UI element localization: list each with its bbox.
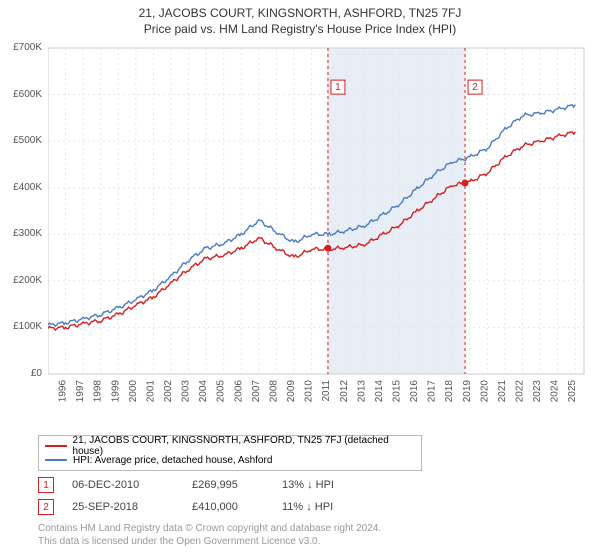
x-tick-label: 2002 bbox=[163, 380, 174, 403]
y-tick-label: £500K bbox=[13, 135, 42, 146]
footer-line1: Contains HM Land Registry data © Crown c… bbox=[38, 522, 381, 535]
event-delta: 11% ↓ HPI bbox=[282, 501, 392, 513]
x-tick-label: 2021 bbox=[497, 380, 508, 403]
y-tick-label: £600K bbox=[13, 89, 42, 100]
x-tick-label: 2022 bbox=[514, 380, 525, 403]
y-axis-labels: £0£100K£200K£300K£400K£500K£600K£700K bbox=[0, 44, 46, 370]
event-badge-1: 1 bbox=[335, 82, 341, 93]
x-tick-label: 1996 bbox=[58, 380, 69, 403]
legend: 21, JACOBS COURT, KINGSNORTH, ASHFORD, T… bbox=[38, 435, 422, 471]
y-tick-label: £200K bbox=[13, 275, 42, 286]
x-tick-label: 1995 bbox=[48, 380, 51, 403]
y-tick-label: £700K bbox=[13, 42, 42, 53]
y-tick-label: £300K bbox=[13, 228, 42, 239]
x-tick-label: 2025 bbox=[567, 380, 578, 403]
x-tick-label: 2009 bbox=[286, 380, 297, 403]
x-tick-label: 2010 bbox=[304, 380, 315, 403]
x-tick-label: 2018 bbox=[444, 380, 455, 403]
footer-line2: This data is licensed under the Open Gov… bbox=[38, 535, 381, 548]
y-tick-label: £0 bbox=[31, 368, 42, 379]
events-table: 1 06-DEC-2010£269,99513% ↓ HPI 2 25-SEP-201… bbox=[38, 474, 392, 518]
event-date: 06-DEC-2010 bbox=[72, 479, 192, 491]
x-tick-label: 1997 bbox=[75, 380, 86, 403]
x-tick-label: 2019 bbox=[462, 380, 473, 403]
x-tick-label: 2017 bbox=[427, 380, 438, 403]
x-tick-label: 2015 bbox=[391, 380, 402, 403]
title-address: 21, JACOBS COURT, KINGSNORTH, ASHFORD, T… bbox=[0, 6, 600, 20]
title-subtitle: Price paid vs. HM Land Registry's House … bbox=[0, 22, 600, 36]
x-tick-label: 2001 bbox=[145, 380, 156, 403]
legend-swatch bbox=[45, 459, 67, 461]
x-tick-label: 1998 bbox=[93, 380, 104, 403]
event-price: £410,000 bbox=[192, 501, 282, 513]
legend-item: 21, JACOBS COURT, KINGSNORTH, ASHFORD, T… bbox=[45, 439, 415, 453]
x-tick-label: 2024 bbox=[550, 380, 561, 403]
x-tick-label: 2006 bbox=[233, 380, 244, 403]
chart-container: 21, JACOBS COURT, KINGSNORTH, ASHFORD, T… bbox=[0, 0, 600, 560]
x-tick-label: 2008 bbox=[268, 380, 279, 403]
event-badge: 2 bbox=[38, 499, 54, 515]
x-tick-label: 2000 bbox=[128, 380, 139, 403]
legend-swatch bbox=[45, 445, 67, 447]
event-delta: 13% ↓ HPI bbox=[282, 479, 392, 491]
x-tick-label: 2011 bbox=[321, 380, 332, 402]
event-date: 25-SEP-2018 bbox=[72, 501, 192, 513]
chart-svg: 1995 1996 1997 1998 1999 2000 2001 2002 2003 2004… bbox=[48, 44, 588, 414]
event-badge-2: 2 bbox=[472, 82, 478, 93]
x-tick-label: 2013 bbox=[356, 380, 367, 403]
event-price: £269,995 bbox=[192, 479, 282, 491]
x-tick-label: 2012 bbox=[339, 380, 350, 403]
x-tick-label: 2007 bbox=[251, 380, 262, 403]
event-row: 1 06-DEC-2010£269,99513% ↓ HPI bbox=[38, 474, 392, 496]
legend-label: HPI: Average price, detached house, Ashf… bbox=[73, 455, 272, 466]
x-tick-label: 1999 bbox=[110, 380, 121, 403]
x-tick-label: 2020 bbox=[479, 380, 490, 403]
x-tick-label: 2014 bbox=[374, 380, 385, 403]
x-tick-label: 2023 bbox=[532, 380, 543, 403]
event-badge: 1 bbox=[38, 477, 54, 493]
title-block: 21, JACOBS COURT, KINGSNORTH, ASHFORD, T… bbox=[0, 0, 600, 36]
x-tick-label: 2004 bbox=[198, 380, 209, 403]
x-tick-label: 2005 bbox=[216, 380, 227, 403]
y-tick-label: £400K bbox=[13, 182, 42, 193]
event-row: 2 25-SEP-2018£410,00011% ↓ HPI bbox=[38, 496, 392, 518]
y-tick-label: £100K bbox=[13, 321, 42, 332]
x-tick-label: 2016 bbox=[409, 380, 420, 403]
footer: Contains HM Land Registry data © Crown c… bbox=[38, 522, 381, 548]
x-tick-label: 2003 bbox=[181, 380, 192, 403]
